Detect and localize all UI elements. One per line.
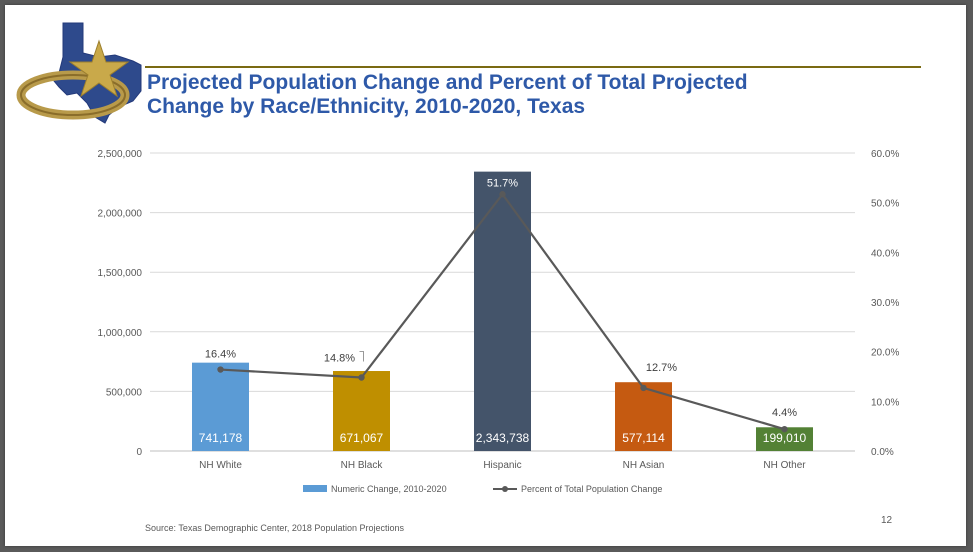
- source-note: Source: Texas Demographic Center, 2018 P…: [145, 523, 404, 533]
- category-label: NH White: [199, 460, 242, 471]
- legend-label-line: Percent of Total Population Change: [521, 484, 662, 494]
- bar-value-label: 2,343,738: [476, 431, 530, 445]
- y-right-tick-label: 50.0%: [871, 199, 899, 210]
- line-point: [499, 191, 506, 198]
- line-point: [358, 374, 365, 381]
- y-left-tick-label: 1,000,000: [98, 328, 143, 339]
- legend-swatch-bars: [303, 485, 327, 492]
- y-right-tick-label: 10.0%: [871, 397, 899, 408]
- y-left-tick-label: 2,000,000: [98, 209, 143, 220]
- legend-label-bars: Numeric Change, 2010-2020: [331, 484, 447, 494]
- title-rule: [145, 66, 921, 68]
- line-point: [640, 384, 647, 392]
- y-right-tick-label: 0.0%: [871, 447, 894, 458]
- bar-value-label: 199,010: [763, 431, 807, 445]
- page-title: Projected Population Change and Percent …: [147, 71, 907, 119]
- line-value-label: 12.7%: [646, 362, 677, 374]
- label-leader-line: [359, 351, 364, 362]
- line-point: [217, 366, 224, 373]
- title-line-1: Projected Population Change and Percent …: [147, 71, 748, 94]
- y-left-tick-label: 500,000: [106, 387, 143, 398]
- y-right-tick-label: 40.0%: [871, 248, 899, 259]
- combo-chart: 0 500,000 1,000,000 1,500,000 2,000,000 2,500…: [98, 149, 900, 494]
- bar: [756, 427, 813, 451]
- y-right-tick-label: 20.0%: [871, 348, 899, 359]
- y-left-tick-label: 2,500,000: [98, 149, 143, 160]
- line-value-label: 4.4%: [772, 407, 797, 419]
- page-number: 12: [881, 515, 893, 526]
- category-label: NH Black: [341, 460, 384, 471]
- bar-value-label: 741,178: [199, 431, 243, 445]
- slide: Projected Population Change and Percent …: [5, 5, 966, 546]
- category-label: NH Other: [763, 460, 806, 471]
- category-label: NH Asian: [623, 460, 665, 471]
- bar-value-label: 671,067: [340, 431, 384, 445]
- category-label: Hispanic: [483, 460, 521, 471]
- line-point: [781, 425, 788, 433]
- y-right-tick-label: 30.0%: [871, 298, 899, 309]
- y-right-tick-label: 60.0%: [871, 149, 899, 160]
- bar: [333, 371, 390, 451]
- texas-star-logo-icon: [16, 22, 142, 124]
- line-value-label: 14.8%: [324, 352, 355, 364]
- bar-value-label: 577,114: [622, 431, 665, 445]
- legend-swatch-marker: [502, 486, 508, 492]
- line-value-label: 51.7%: [487, 178, 518, 190]
- line-value-label: 16.4%: [205, 349, 236, 361]
- bar: [192, 362, 249, 451]
- y-left-tick-label: 0: [136, 447, 142, 458]
- bar: [474, 171, 531, 451]
- title-line-2: Change by Race/Ethnicity, 2010-2020, Tex…: [147, 95, 586, 118]
- y-left-tick-label: 1,500,000: [98, 268, 143, 279]
